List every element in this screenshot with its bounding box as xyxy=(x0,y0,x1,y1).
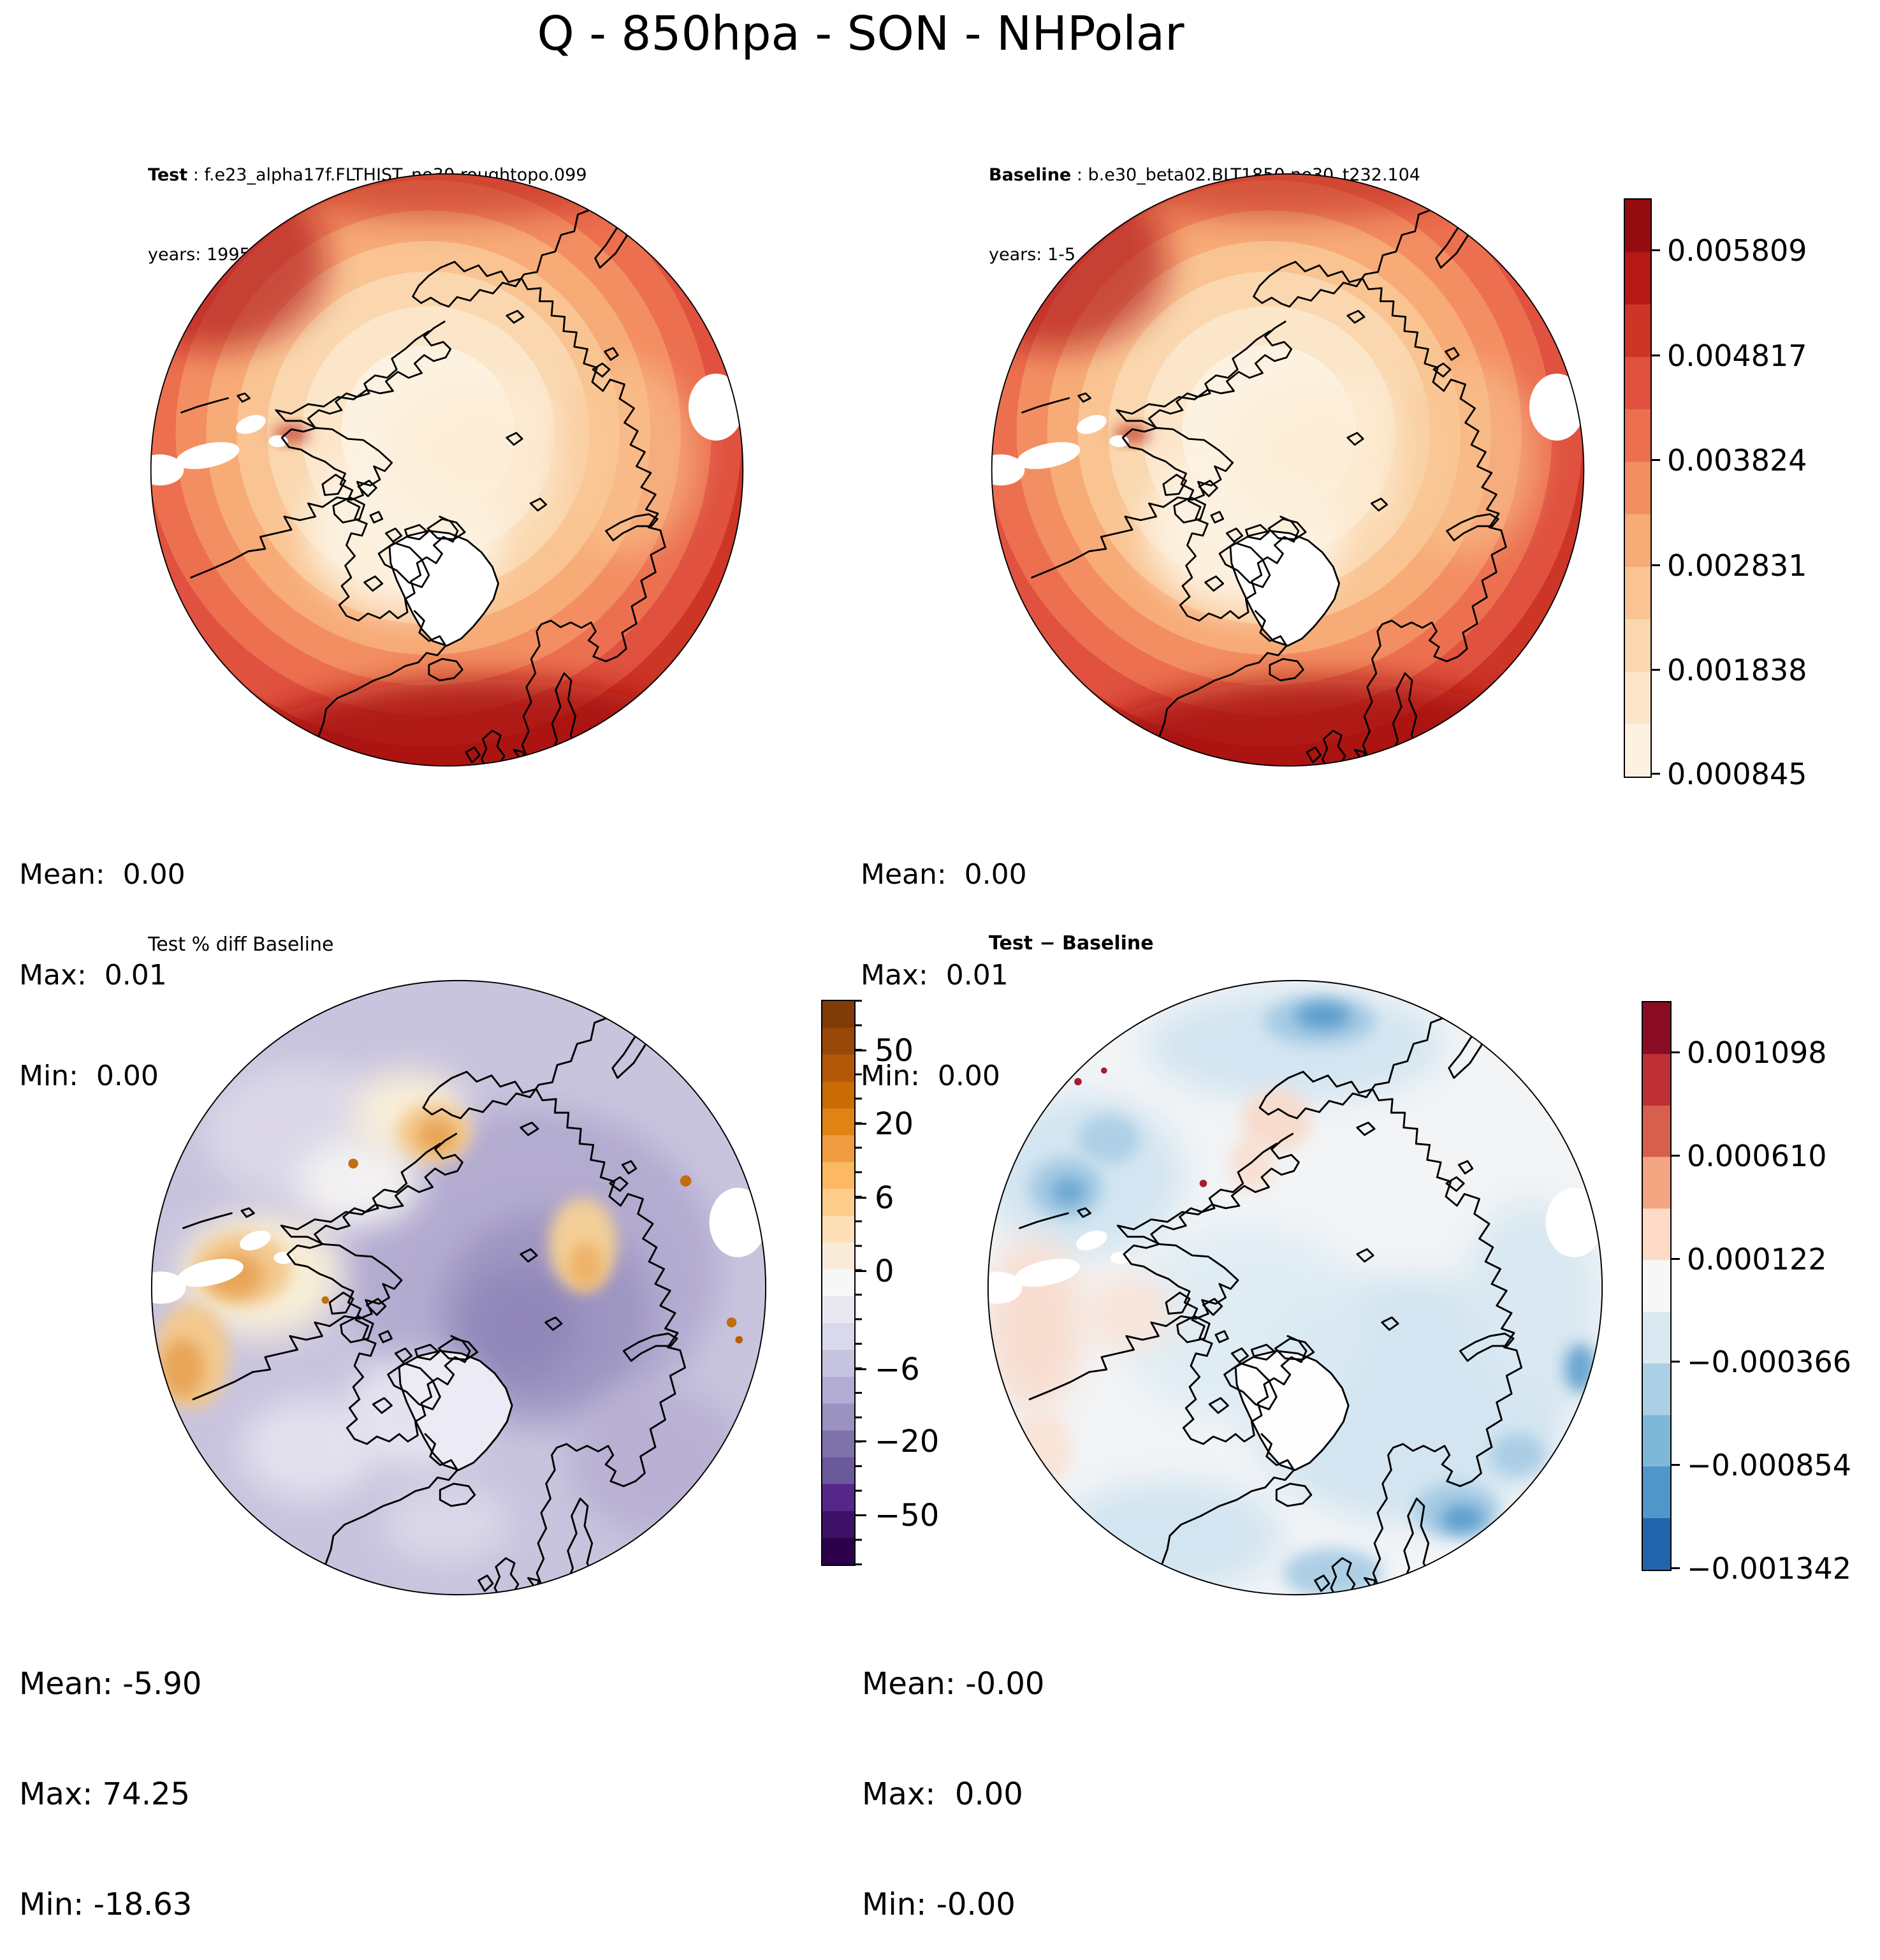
tick xyxy=(1670,1361,1680,1363)
baseline-stat-max: Max: 0.01 xyxy=(861,958,1009,991)
tick xyxy=(1650,669,1660,671)
map-pct-diff xyxy=(150,979,767,1596)
diff-stat-min: Min: -0.00 xyxy=(862,1886,1016,1922)
colorbar-percent-tick-label: 20 xyxy=(875,1106,914,1142)
colorbar-absolute-tick-label: 0.005809 xyxy=(1667,233,1807,268)
test-stat-max: Max: 0.01 xyxy=(19,958,167,991)
chart-title: Q - 850hpa - SON - NHPolar xyxy=(537,6,1184,61)
colorbar-percent-tick-label: 0 xyxy=(875,1254,894,1289)
tick xyxy=(854,1270,866,1272)
pct-diff-stats: Mean: -5.90 Max: 74.25 Min: -18.63 xyxy=(19,1593,201,1960)
colorbar-absolute-tick-label: 0.002831 xyxy=(1667,548,1807,583)
tick xyxy=(854,1368,866,1370)
tick xyxy=(1650,249,1660,251)
tick xyxy=(1670,1258,1680,1260)
diff-stat-mean: Mean: -0.00 xyxy=(862,1666,1045,1702)
colorbar-difference-tick-label: 0.001098 xyxy=(1687,1035,1827,1070)
colorbar-absolute-tick-label: 0.000845 xyxy=(1667,757,1807,791)
map-diff xyxy=(987,979,1603,1596)
tick xyxy=(1650,773,1660,775)
colorbar-difference-tick-label: −0.000854 xyxy=(1687,1448,1852,1482)
pct-diff-stat-max: Max: 74.25 xyxy=(19,1776,191,1812)
colorbar-percent xyxy=(821,1000,856,1566)
tick xyxy=(854,1123,866,1125)
colorbar-percent-tick-label: 6 xyxy=(875,1180,894,1216)
colorbar-percent-tick-label: −20 xyxy=(875,1424,940,1459)
colorbar-percent-tick-label: −6 xyxy=(875,1352,920,1387)
colorbar-difference-gradient xyxy=(1643,1002,1670,1570)
colorbar-percent-gradient xyxy=(822,1001,854,1565)
test-header-label: Test xyxy=(148,165,188,185)
tick xyxy=(1650,459,1660,461)
colorbar-difference xyxy=(1642,1001,1672,1571)
colorbar-percent-tick-label: 50 xyxy=(875,1033,914,1069)
pct-diff-stat-min: Min: -18.63 xyxy=(19,1886,193,1922)
map-test xyxy=(148,171,746,769)
colorbar-absolute-gradient xyxy=(1625,200,1650,777)
tick xyxy=(1650,564,1660,566)
tick xyxy=(854,1514,866,1516)
baseline-stat-min: Min: 0.00 xyxy=(861,1060,1000,1093)
colorbar-percent-tick-label: −50 xyxy=(875,1498,940,1533)
pct-diff-title: Test % diff Baseline xyxy=(148,933,334,956)
test-stat-mean: Mean: 0.00 xyxy=(19,858,186,891)
colorbar-absolute-tick-label: 0.004817 xyxy=(1667,339,1807,373)
tick xyxy=(1670,1051,1680,1053)
colorbar-difference-tick-label: −0.000366 xyxy=(1687,1345,1852,1379)
tick xyxy=(854,1049,866,1051)
test-stat-min: Min: 0.00 xyxy=(19,1060,159,1093)
tick xyxy=(854,1197,866,1199)
test-stats: Mean: 0.00 Max: 0.01 Min: 0.00 xyxy=(19,791,186,1127)
baseline-stat-mean: Mean: 0.00 xyxy=(861,858,1027,891)
colorbar-percent-minor-ticks xyxy=(854,1000,862,1565)
colorbar-difference-tick-label: −0.001342 xyxy=(1687,1551,1852,1586)
map-baseline xyxy=(989,171,1587,769)
colorbar-difference-tick-label: 0.000122 xyxy=(1687,1242,1827,1276)
baseline-years: years: 1-5 xyxy=(989,245,1076,265)
colorbar-absolute-tick-label: 0.001838 xyxy=(1667,653,1807,687)
colorbar-absolute xyxy=(1624,198,1652,778)
pct-diff-stat-mean: Mean: -5.90 xyxy=(19,1666,202,1702)
colorbar-difference-tick-label: 0.000610 xyxy=(1687,1139,1827,1173)
tick xyxy=(854,1440,866,1442)
diff-stats: Mean: -0.00 Max: 0.00 Min: -0.00 xyxy=(862,1593,1044,1960)
baseline-header-label: Baseline xyxy=(989,165,1072,185)
tick xyxy=(1650,355,1660,356)
colorbar-absolute-tick-label: 0.003824 xyxy=(1667,443,1807,478)
tick xyxy=(1670,1464,1680,1466)
diff-title: Test − Baseline xyxy=(989,932,1154,954)
tick xyxy=(1670,1155,1680,1157)
tick xyxy=(1670,1567,1680,1569)
diff-stat-max: Max: 0.00 xyxy=(862,1776,1023,1812)
baseline-stats: Mean: 0.00 Max: 0.01 Min: 0.00 xyxy=(861,791,1027,1127)
